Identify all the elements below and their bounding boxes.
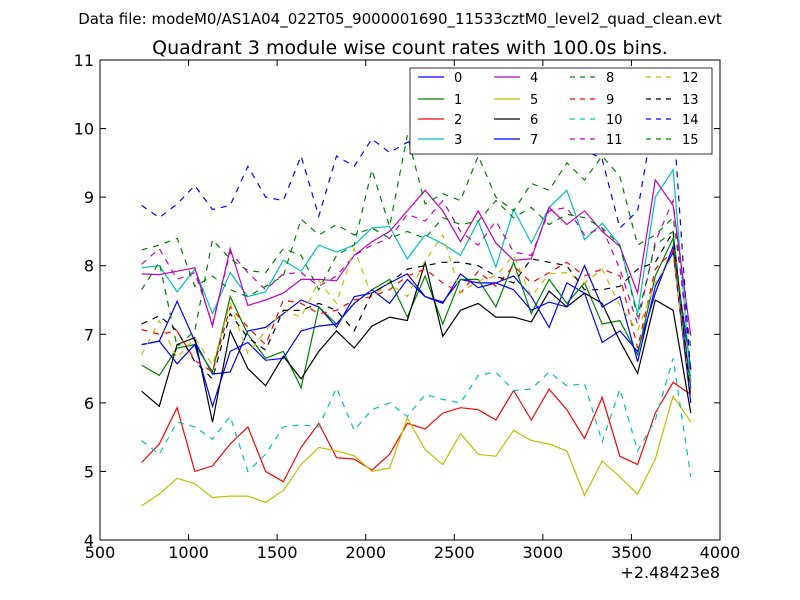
series-line-0: [141, 244, 692, 375]
y-tick-label: 9: [84, 188, 94, 207]
x-tick-label: 2000: [345, 543, 386, 562]
legend-label-2: 2: [454, 113, 462, 128]
y-tick-label: 7: [84, 325, 94, 344]
y-tick-label: 10: [74, 120, 94, 139]
legend-label-8: 8: [606, 71, 614, 86]
legend-label-14: 14: [682, 113, 699, 128]
series-line-15: [141, 199, 692, 390]
legend-label-6: 6: [530, 113, 538, 128]
legend-label-4: 4: [530, 71, 538, 86]
x-tick-label: 1000: [168, 543, 209, 562]
legend-label-1: 1: [454, 93, 462, 108]
x-tick-label: 3000: [522, 543, 563, 562]
chart-suptitle: Data file: modeM0/AS1A04_022T05_90000016…: [78, 10, 722, 29]
series-line-3: [141, 167, 692, 383]
x-tick-label: 500: [85, 543, 116, 562]
y-tick-label: 5: [84, 462, 94, 481]
series-line-2: [141, 381, 692, 483]
y-tick-label: 4: [84, 531, 94, 550]
series-line-5: [141, 394, 692, 507]
legend-label-9: 9: [606, 93, 614, 108]
chart-title: Quadrant 3 module wise count rates with …: [152, 37, 668, 59]
legend-label-5: 5: [530, 93, 538, 108]
series-line-4: [141, 178, 692, 336]
x-offset-label: +2.48423e8: [620, 563, 720, 582]
series-line-7: [141, 249, 692, 409]
legend-label-3: 3: [454, 133, 462, 148]
x-tick-label: 4000: [700, 543, 741, 562]
legend-label-13: 13: [682, 93, 699, 108]
series-line-1: [141, 236, 692, 390]
series-line-11: [141, 198, 692, 370]
legend-label-7: 7: [530, 133, 538, 148]
legend-label-10: 10: [606, 113, 623, 128]
legend-label-11: 11: [606, 133, 623, 148]
legend-label-12: 12: [682, 71, 699, 86]
legend-box: [409, 67, 713, 155]
series-layer: [141, 99, 692, 507]
plot-frame: [99, 59, 721, 541]
y-tick-label: 6: [84, 394, 94, 413]
series-line-8: [141, 135, 692, 349]
series-line-10: [141, 358, 692, 477]
series-line-6: [141, 260, 692, 423]
series-line-9: [141, 249, 692, 390]
legend-label-0: 0: [454, 71, 462, 86]
x-tick-label: 3500: [611, 543, 652, 562]
x-tick-label: 1500: [257, 543, 298, 562]
y-tick-label: 11: [74, 51, 94, 70]
legend-label-15: 15: [682, 133, 699, 148]
x-tick-label: 2500: [434, 543, 475, 562]
axes-layer: 500 1000 1500 2000 2500 3000 3500 4000456789101…: [74, 51, 741, 562]
y-tick-label: 8: [84, 257, 94, 276]
